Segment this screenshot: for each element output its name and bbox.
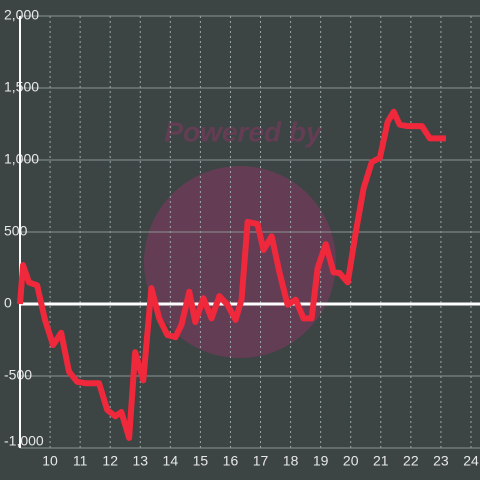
x-tick-label: 16 xyxy=(223,453,239,469)
y-tick-label: 500 xyxy=(4,223,28,239)
x-tick-label: 14 xyxy=(163,453,179,469)
x-tick-label: 24 xyxy=(463,453,479,469)
x-tick-label: 12 xyxy=(102,453,118,469)
x-tick-label: 10 xyxy=(42,453,58,469)
y-tick-label: 1,500 xyxy=(4,79,39,95)
y-tick-label: 0 xyxy=(4,295,12,311)
watermark-logo xyxy=(144,166,336,358)
watermark-text: Powered by xyxy=(164,116,323,147)
x-tick-label: 19 xyxy=(313,453,329,469)
y-tick-label: -500 xyxy=(4,367,32,383)
x-tick-label: 17 xyxy=(253,453,269,469)
y-tick-label: -1,000 xyxy=(4,433,44,449)
x-tick-label: 21 xyxy=(373,453,389,469)
x-tick-label: 23 xyxy=(433,453,449,469)
x-tick-label: 20 xyxy=(343,453,359,469)
x-tick-label: 13 xyxy=(132,453,148,469)
y-tick-label: 1,000 xyxy=(4,151,39,167)
y-tick-label: 2,000 xyxy=(4,7,39,23)
series-line xyxy=(17,108,447,441)
x-tick-label: 11 xyxy=(73,453,88,469)
x-tick-label: 22 xyxy=(403,453,419,469)
x-tick-label: 15 xyxy=(193,453,209,469)
x-tick-label: 18 xyxy=(283,453,299,469)
